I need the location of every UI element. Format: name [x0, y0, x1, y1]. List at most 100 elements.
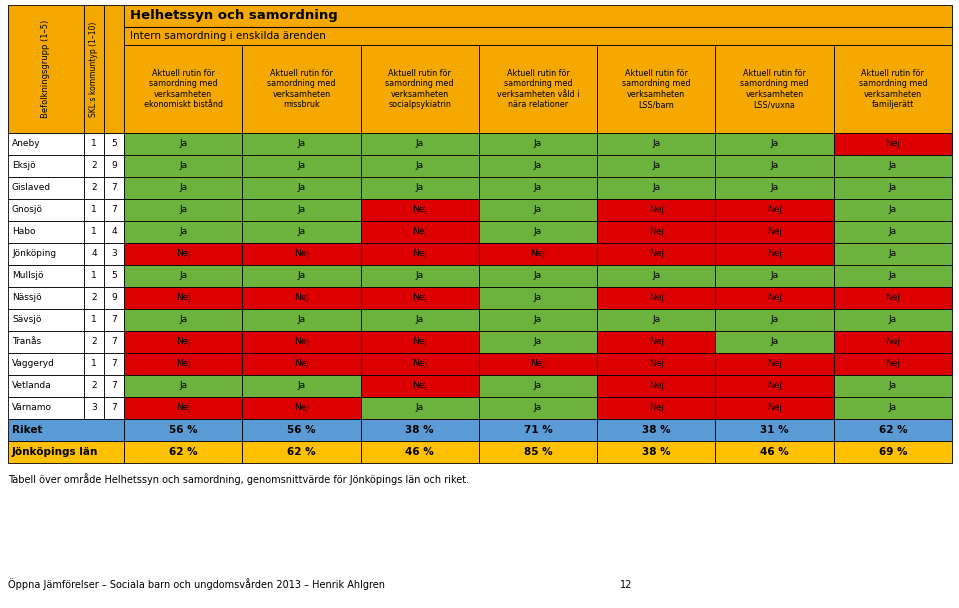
Text: 9: 9	[111, 162, 117, 170]
Text: Ja: Ja	[770, 184, 779, 193]
Text: Nässjö: Nässjö	[12, 294, 41, 303]
Bar	[8, 375, 84, 397]
Text: Ja: Ja	[415, 184, 424, 193]
Text: 2: 2	[91, 337, 97, 347]
Text: SKL:s kommuntyp (1–10): SKL:s kommuntyp (1–10)	[89, 21, 99, 117]
Text: 38 %: 38 %	[642, 425, 670, 435]
Bar	[597, 45, 715, 133]
Bar	[715, 243, 833, 265]
Bar	[104, 265, 124, 287]
Text: Nej: Nej	[649, 249, 664, 258]
Text: Ja: Ja	[889, 316, 897, 325]
Text: Ja: Ja	[652, 162, 661, 170]
Text: 2: 2	[91, 184, 97, 193]
Text: Nej: Nej	[885, 359, 901, 368]
Text: Nej: Nej	[530, 359, 546, 368]
Bar	[84, 287, 104, 309]
Bar	[8, 177, 84, 199]
Bar	[597, 199, 715, 221]
Bar	[833, 45, 952, 133]
Text: 4: 4	[111, 227, 117, 237]
Bar	[361, 353, 479, 375]
Text: Jönköpings län: Jönköpings län	[12, 447, 99, 457]
Text: Nej: Nej	[412, 359, 427, 368]
Bar	[833, 375, 952, 397]
Text: Nej: Nej	[293, 359, 309, 368]
Text: Nej: Nej	[412, 206, 427, 215]
Text: 1: 1	[91, 316, 97, 325]
Text: 2: 2	[91, 294, 97, 303]
Text: 3: 3	[111, 249, 117, 258]
Bar	[8, 309, 84, 331]
Text: Nej: Nej	[649, 337, 664, 347]
Bar	[597, 441, 715, 463]
Text: Ja: Ja	[889, 272, 897, 280]
Text: Mullsjö: Mullsjö	[12, 272, 43, 280]
Bar	[104, 375, 124, 397]
Bar	[8, 331, 84, 353]
Text: Nej: Nej	[175, 337, 191, 347]
Text: Gnosjö: Gnosjö	[12, 206, 43, 215]
Bar	[243, 221, 361, 243]
Bar	[833, 155, 952, 177]
Bar	[479, 199, 597, 221]
Text: Ja: Ja	[179, 381, 187, 390]
Bar	[8, 419, 124, 441]
Text: Nej: Nej	[649, 359, 664, 368]
Bar	[715, 375, 833, 397]
Bar	[715, 309, 833, 331]
Text: Eksjö: Eksjö	[12, 162, 35, 170]
Bar	[361, 331, 479, 353]
Bar	[124, 177, 243, 199]
Bar	[361, 45, 479, 133]
Text: Ja: Ja	[889, 381, 897, 390]
Bar	[243, 133, 361, 155]
Text: Riket: Riket	[12, 425, 42, 435]
Text: 1: 1	[91, 272, 97, 280]
Text: Nej: Nej	[530, 249, 546, 258]
Bar	[84, 375, 104, 397]
Bar	[361, 133, 479, 155]
Text: Habo: Habo	[12, 227, 35, 237]
Bar	[361, 309, 479, 331]
Bar	[124, 155, 243, 177]
Text: 4: 4	[91, 249, 97, 258]
Text: Nej: Nej	[175, 294, 191, 303]
Bar	[715, 133, 833, 155]
Bar	[715, 397, 833, 419]
Bar	[597, 309, 715, 331]
Bar	[833, 133, 952, 155]
Bar	[8, 199, 84, 221]
Text: 38 %: 38 %	[406, 425, 434, 435]
Text: Ja: Ja	[534, 337, 542, 347]
Bar	[479, 375, 597, 397]
Bar	[8, 265, 84, 287]
Bar	[124, 133, 243, 155]
Text: 62 %: 62 %	[287, 447, 316, 457]
Text: Nej: Nej	[412, 294, 427, 303]
Bar	[243, 177, 361, 199]
Text: Nej: Nej	[412, 227, 427, 237]
Text: 9: 9	[111, 294, 117, 303]
Bar	[715, 265, 833, 287]
Text: Ja: Ja	[534, 206, 542, 215]
Text: 46 %: 46 %	[760, 447, 789, 457]
Text: Aneby: Aneby	[12, 139, 40, 148]
Bar	[715, 353, 833, 375]
Bar	[243, 243, 361, 265]
Bar	[597, 155, 715, 177]
Bar	[84, 177, 104, 199]
Text: 31 %: 31 %	[760, 425, 789, 435]
Bar	[597, 375, 715, 397]
Text: Ja: Ja	[770, 337, 779, 347]
Text: Ja: Ja	[415, 139, 424, 148]
Bar	[833, 419, 952, 441]
Bar	[104, 199, 124, 221]
Text: 7: 7	[111, 184, 117, 193]
Text: 5: 5	[111, 139, 117, 148]
Bar	[833, 199, 952, 221]
Text: Ja: Ja	[534, 272, 542, 280]
Text: Ja: Ja	[889, 162, 897, 170]
Bar	[833, 331, 952, 353]
Bar	[8, 287, 84, 309]
